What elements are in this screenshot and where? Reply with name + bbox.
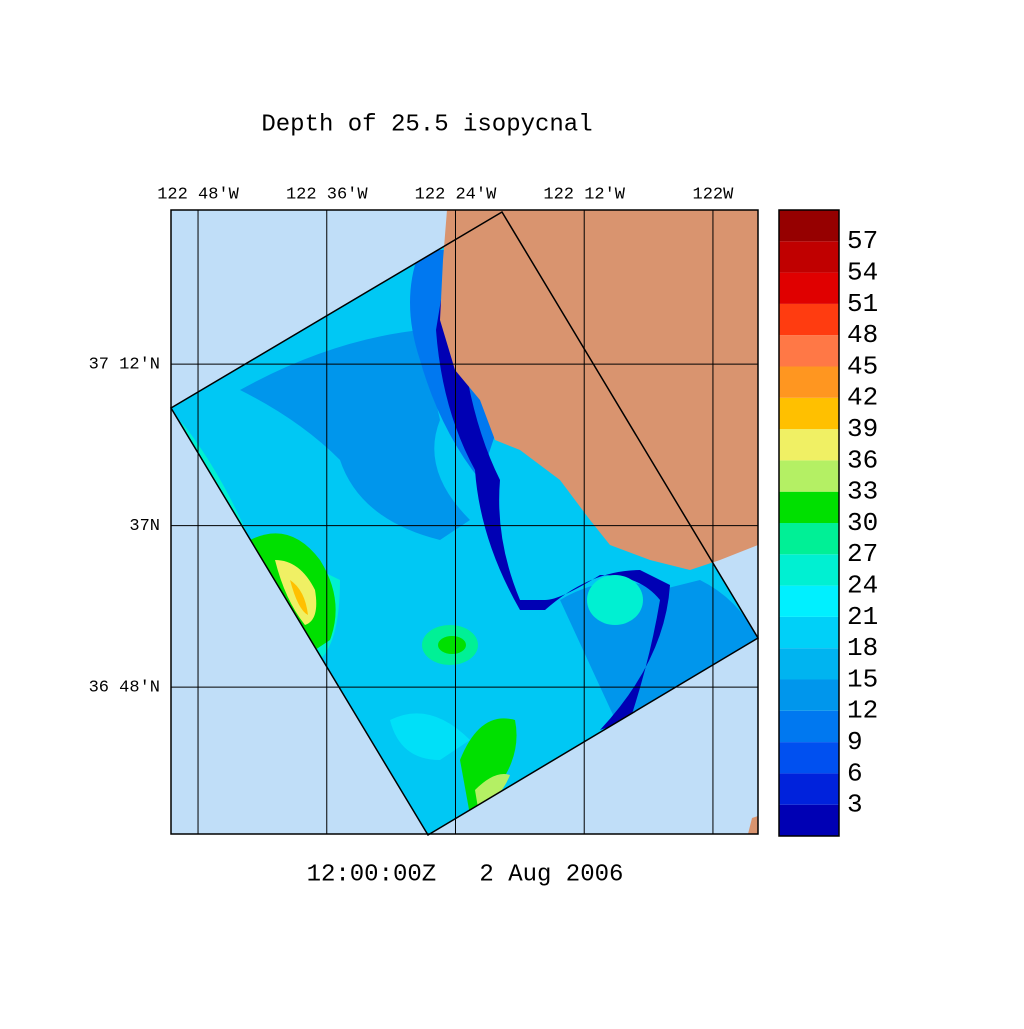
colorbar-band — [779, 272, 839, 304]
colorbar-label: 51 — [847, 289, 878, 319]
colorbar-band — [779, 210, 839, 242]
land — [748, 816, 758, 834]
x-tick-label: 122W — [693, 185, 735, 204]
colorbar-label: 12 — [847, 696, 878, 726]
timestamp: 12:00:00Z 2 Aug 2006 — [307, 861, 624, 888]
colorbar-band — [779, 554, 839, 586]
colorbar-band — [779, 710, 839, 743]
colorbar-label: 6 — [847, 758, 863, 788]
plot-frame — [170, 209, 759, 835]
colorbar-band — [779, 429, 839, 461]
colorbar-label: 33 — [847, 477, 878, 507]
colorbar-band — [779, 335, 839, 367]
colorbar-label: 42 — [847, 383, 878, 413]
x-tick-label: 122 36'W — [286, 185, 368, 204]
land — [440, 210, 758, 570]
colorbar-band — [779, 679, 839, 711]
colorbar-label: 39 — [847, 414, 878, 444]
colorbar-label: 45 — [847, 351, 878, 381]
colorbar-band — [779, 585, 839, 617]
colorbar-label: 3 — [847, 790, 863, 820]
colorbar-label: 27 — [847, 539, 878, 569]
colorbar-band — [779, 773, 839, 805]
colorbar-label: 9 — [847, 727, 863, 757]
colorbar-label: 57 — [847, 226, 878, 256]
colorbar-label: 36 — [847, 445, 878, 475]
colorbar-band — [779, 460, 839, 492]
colorbar-band — [779, 616, 839, 649]
colorbar-band — [779, 241, 839, 273]
colorbar-band — [779, 648, 839, 680]
colorbar-label: 30 — [847, 508, 878, 538]
colorbar-label: 18 — [847, 633, 878, 663]
colorbar-band — [779, 397, 839, 430]
y-tick-label: 37 12'N — [89, 356, 160, 375]
colorbar-band — [779, 804, 839, 836]
colorbar-label: 24 — [847, 570, 878, 600]
y-tick-label: 36 48'N — [89, 679, 160, 698]
colorbar-band — [779, 366, 839, 398]
x-tick-label: 122 24'W — [415, 185, 497, 204]
colorbar-label: 21 — [847, 602, 878, 632]
colorbar-frame — [778, 209, 840, 837]
colorbar-band — [779, 523, 839, 555]
colorbar-label: 54 — [847, 257, 878, 287]
chart-title: Depth of 25.5 isopycnal — [261, 111, 592, 138]
x-tick-label: 122 48'W — [157, 185, 239, 204]
colorbar-band — [779, 303, 839, 336]
colorbar-label: 15 — [847, 664, 878, 694]
colorbar-label: 48 — [847, 320, 878, 350]
x-tick-label: 122 12'W — [543, 185, 625, 204]
grid — [171, 210, 758, 834]
colorbar-band — [779, 491, 839, 523]
colorbar-band — [779, 742, 839, 774]
y-tick-label: 37N — [129, 517, 160, 536]
